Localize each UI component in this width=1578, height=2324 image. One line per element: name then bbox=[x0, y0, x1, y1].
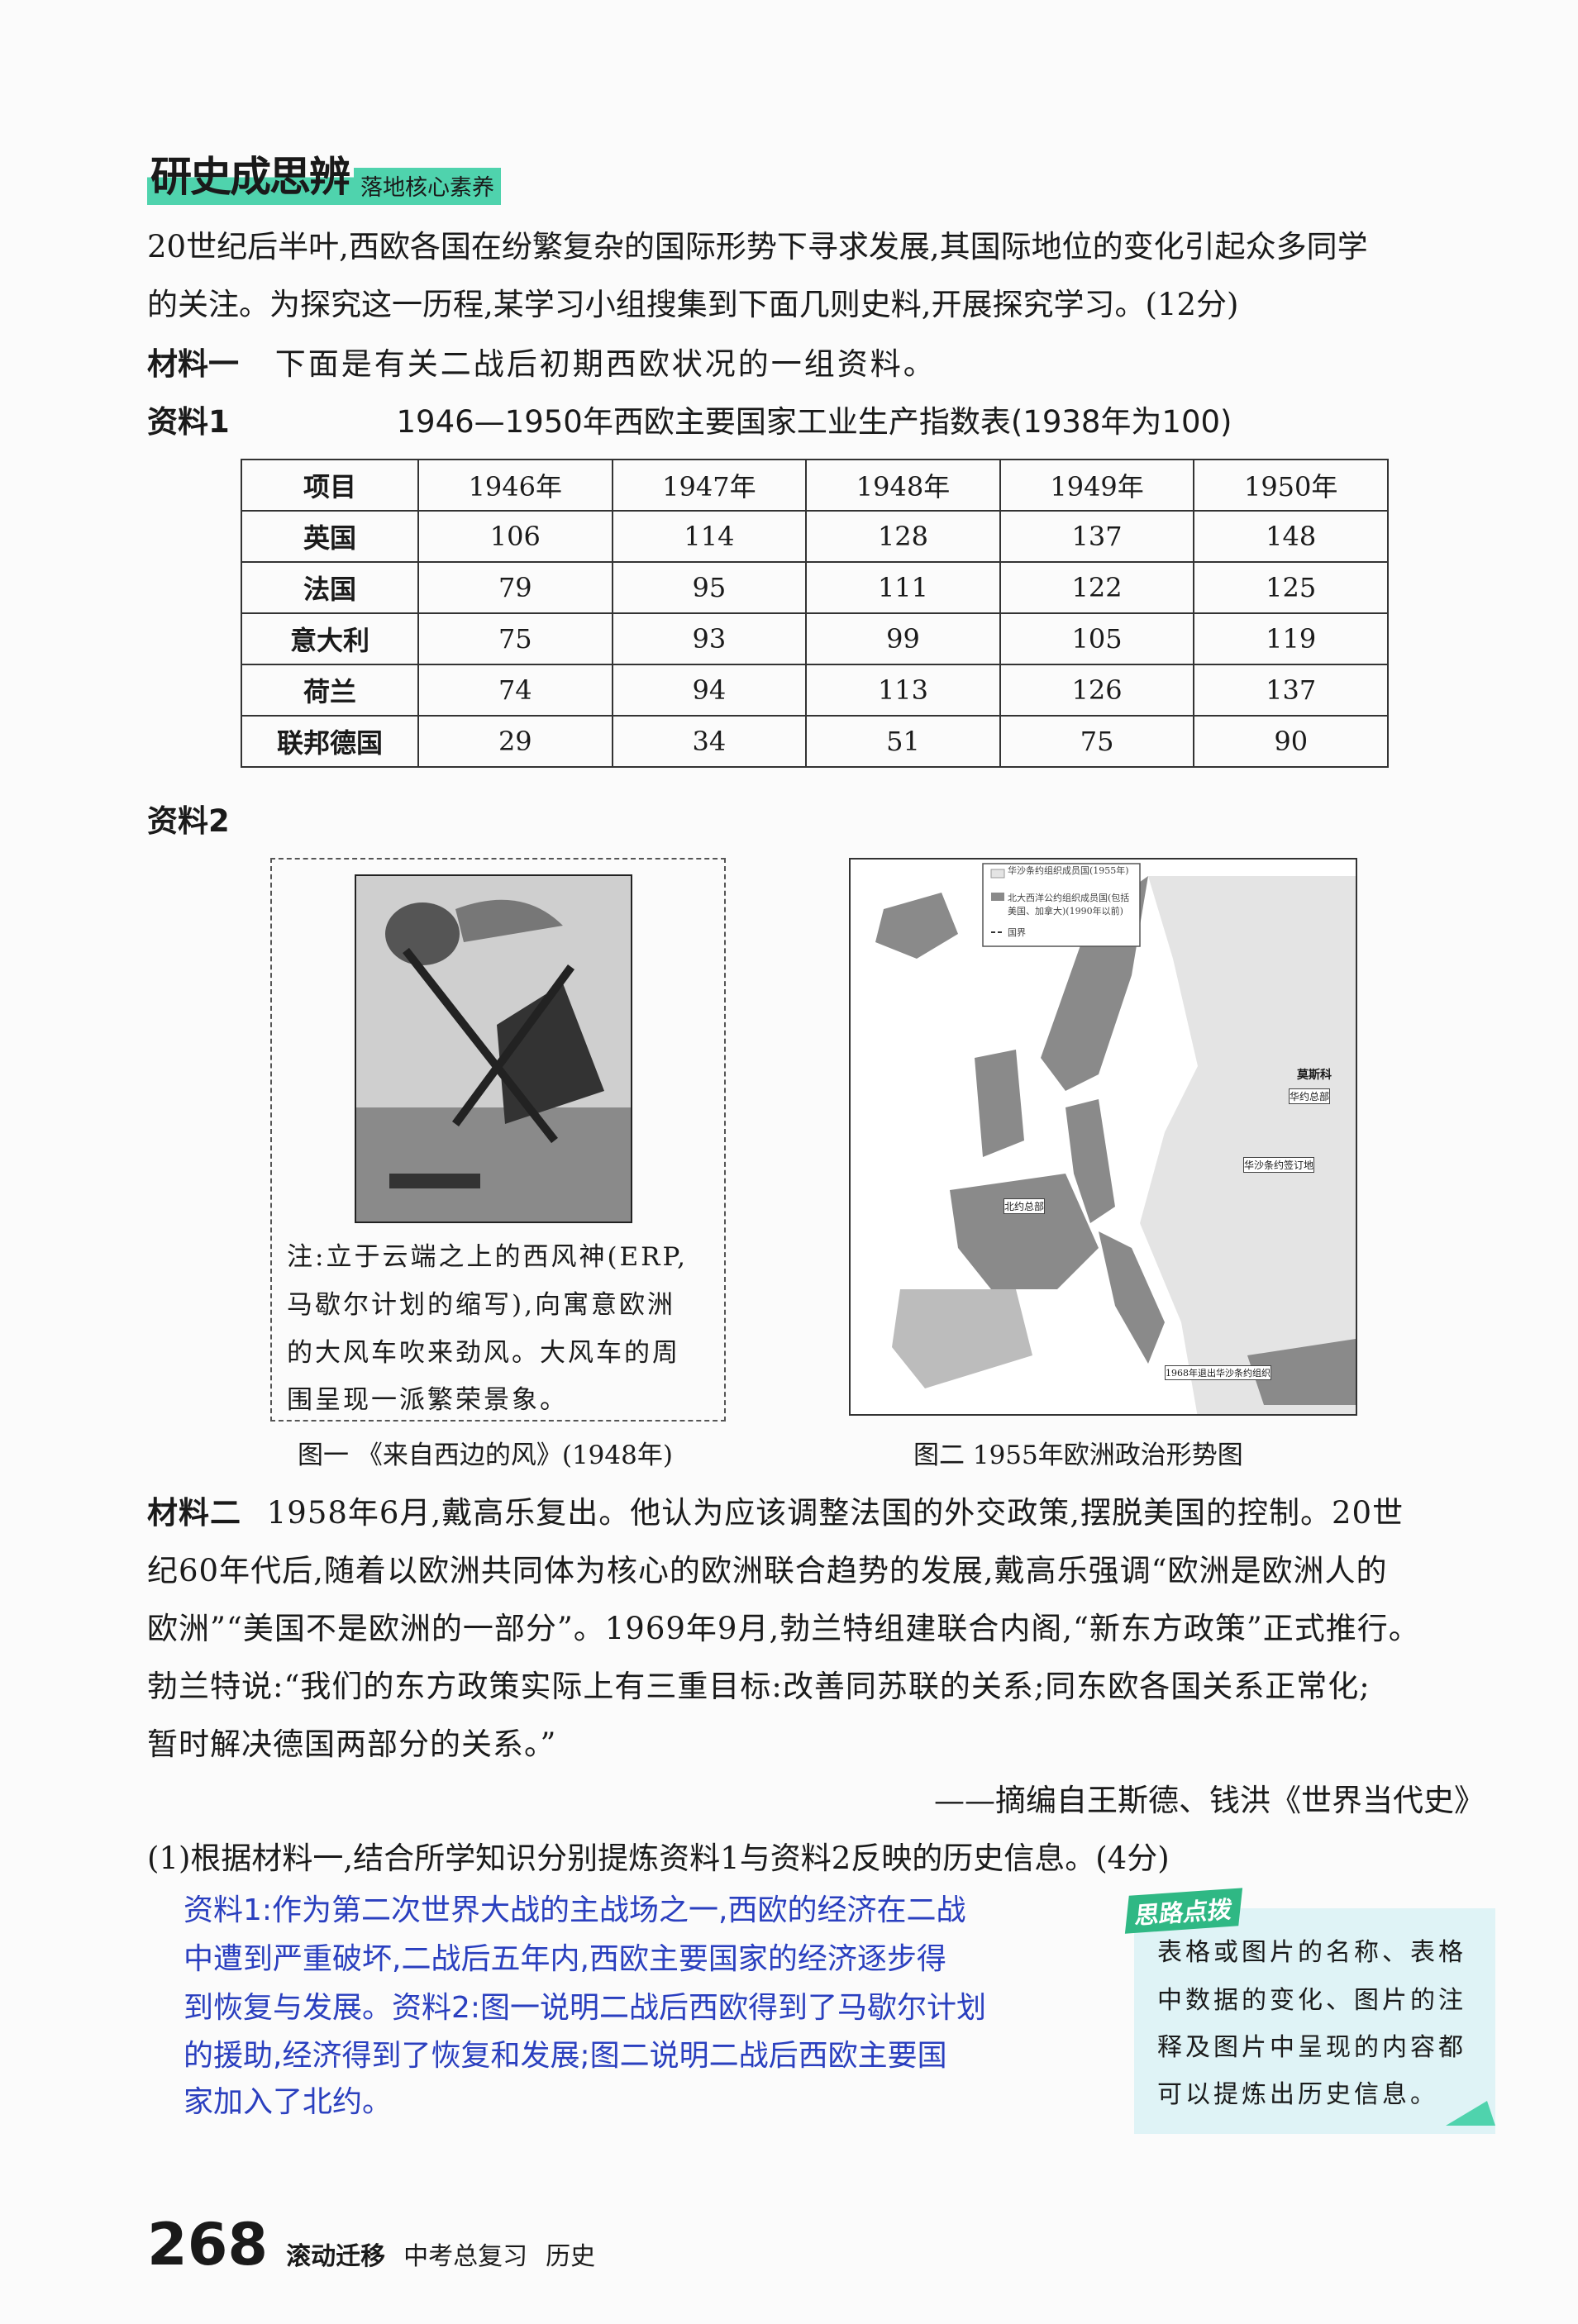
material1-label: 材料一 bbox=[147, 346, 239, 382]
section-subtitle: 落地核心素养 bbox=[354, 168, 501, 205]
cell: 荷兰 bbox=[241, 664, 419, 717]
answer-line: 资料1:作为第二次世界大战的主战场之一,西欧的经济在二战 bbox=[184, 1893, 966, 1927]
cell: 90 bbox=[1193, 715, 1389, 768]
header-cell: 1948年 bbox=[805, 459, 1001, 512]
cell: 75 bbox=[999, 715, 1195, 768]
tip-tag: 思路点拨 bbox=[1124, 1888, 1243, 1934]
footer: 268 滚动迁移 中考总复习 历史 bbox=[147, 2211, 595, 2279]
material2-line: 勃兰特说:“我们的东方政策实际上有三重目标:改善同苏联的关系;同东欧各国关系正常… bbox=[147, 1669, 1371, 1704]
legend-border: 国界 bbox=[1008, 927, 1026, 938]
figure1-note-line: 马歇尔计划的缩写),向寓意欧洲 bbox=[287, 1290, 675, 1320]
table-row: 联邦德国 29 34 51 75 90 bbox=[241, 715, 1389, 768]
material2-line1: 材料二 1958年6月,戴高乐复出。他认为应该调整法国的外交政策,摆脱美国的控制… bbox=[147, 1488, 1404, 1532]
source2-label: 资料2 bbox=[147, 803, 230, 839]
tip-line: 表格或图片的名称、表格 bbox=[1157, 1938, 1466, 1967]
map-label: 华约总部 bbox=[1289, 1088, 1331, 1104]
legend-warsaw: 华沙条约组织成员国(1955年) bbox=[1008, 865, 1129, 876]
figure2-caption: 图二 1955年欧洲政治形势图 bbox=[913, 1441, 1243, 1470]
material1: 材料一 下面是有关二战后初期西欧状况的一组资料。 bbox=[147, 339, 937, 383]
intro-line: 20世纪后半叶,西欧各国在纷繁复杂的国际形势下寻求发展,其国际地位的变化引起众多… bbox=[147, 229, 1368, 264]
tip-box: 思路点拨 表格或图片的名称、表格 中数据的变化、图片的注 释及图片中呈现的内容都… bbox=[1124, 1888, 1495, 2134]
header-cell: 1949年 bbox=[999, 459, 1195, 512]
europe-1955-map: 华沙条约组织成员国(1955年) 北大西洋公约组织成员国(包括美国、加拿大)(1… bbox=[849, 858, 1357, 1416]
windmill-cartoon-image bbox=[355, 874, 632, 1223]
table-header-row: 项目 1946年 1947年 1948年 1949年 1950年 bbox=[241, 459, 1389, 512]
cell: 125 bbox=[1193, 561, 1389, 614]
map-label: 北约总部 bbox=[1004, 1198, 1046, 1214]
cell: 51 bbox=[805, 715, 1001, 768]
map-label: 1968年退出华沙条约组织 bbox=[1165, 1365, 1271, 1380]
cell: 95 bbox=[611, 561, 808, 614]
header-cell: 1946年 bbox=[417, 459, 613, 512]
production-index-table: 项目 1946年 1947年 1948年 1949年 1950年 英国 106 11… bbox=[241, 459, 1389, 768]
material2-line: 暂时解决德国两部分的关系。” bbox=[147, 1726, 557, 1762]
table-row: 法国 79 95 111 122 125 bbox=[241, 561, 1389, 614]
citation: ——摘编自王斯德、钱洪《世界当代史》 bbox=[934, 1783, 1485, 1818]
table-row: 英国 106 114 128 137 148 bbox=[241, 510, 1389, 563]
figure1-note-line: 的大风车吹来劲风。大风车的周 bbox=[287, 1338, 680, 1368]
cell: 75 bbox=[417, 612, 613, 665]
cell: 93 bbox=[611, 612, 808, 665]
section-title: 研史成思辨 bbox=[147, 144, 354, 205]
cell: 126 bbox=[999, 664, 1195, 717]
cell: 联邦德国 bbox=[241, 715, 419, 768]
answer-line: 到恢复与发展。资料2:图一说明二战后西欧得到了马歇尔计划 bbox=[184, 1991, 987, 2025]
cell: 99 bbox=[805, 612, 1001, 665]
cell: 105 bbox=[999, 612, 1195, 665]
figure1-caption: 图一 《来自西边的风》(1948年) bbox=[298, 1441, 673, 1470]
cell: 148 bbox=[1193, 510, 1389, 563]
question-1: (1)根据材料一,结合所学知识分别提炼资料1与资料2反映的历史信息。(4分) bbox=[147, 1841, 1170, 1876]
cell: 114 bbox=[611, 510, 808, 563]
cell: 94 bbox=[611, 664, 808, 717]
cell: 137 bbox=[1193, 664, 1389, 717]
footer-brand: 滚动迁移 bbox=[286, 2242, 386, 2271]
cell: 119 bbox=[1193, 612, 1389, 665]
answer-line: 的援助,经济得到了恢复和发展;图二说明二战后西欧主要国 bbox=[184, 2039, 947, 2073]
header-cell: 1947年 bbox=[611, 459, 808, 512]
cell: 法国 bbox=[241, 561, 419, 614]
tip-corner-decoration bbox=[1446, 2101, 1495, 2126]
cell: 137 bbox=[999, 510, 1195, 563]
material1-text: 下面是有关二战后初期西欧状况的一组资料。 bbox=[274, 346, 937, 382]
cell: 122 bbox=[999, 561, 1195, 614]
tip-line: 中数据的变化、图片的注 bbox=[1157, 1986, 1466, 2015]
answer-line: 家加入了北约。 bbox=[184, 2085, 393, 2119]
table-row: 荷兰 74 94 113 126 137 bbox=[241, 664, 1389, 717]
header-cell: 1950年 bbox=[1193, 459, 1389, 512]
material2-text: 1958年6月,戴高乐复出。他认为应该调整法国的外交政策,摆脱美国的控制。20世 bbox=[266, 1495, 1404, 1531]
tip-line: 释及图片中呈现的内容都 bbox=[1157, 2033, 1466, 2062]
cell: 34 bbox=[611, 715, 808, 768]
table-row: 意大利 75 93 99 105 119 bbox=[241, 612, 1389, 665]
material2-label: 材料二 bbox=[147, 1495, 241, 1531]
footer-subject: 历史 bbox=[546, 2242, 596, 2271]
cell: 113 bbox=[805, 664, 1001, 717]
material2-line: 欧洲”“美国不是欧洲的一部分”。1969年9月,勃兰特组建联合内阁,“新东方政策… bbox=[147, 1611, 1420, 1646]
cell: 106 bbox=[417, 510, 613, 563]
intro-line: 的关注。为探究这一历程,某学习小组搜集到下面几则史料,开展探究学习。(12分) bbox=[147, 287, 1239, 322]
cell: 79 bbox=[417, 561, 613, 614]
map-label: 华沙条约签订地 bbox=[1243, 1157, 1315, 1173]
cell: 意大利 bbox=[241, 612, 419, 665]
answer-line: 中遭到严重破坏,二战后五年内,西欧主要国家的经济逐步得 bbox=[184, 1942, 946, 1976]
source1: 资料1 1946—1950年西欧主要国家工业生产指数表(1938年为100) bbox=[147, 397, 1232, 441]
material2-line: 纪60年代后,随着以欧洲共同体为核心的欧洲联合趋势的发展,戴高乐强调“欧洲是欧洲… bbox=[147, 1553, 1388, 1588]
tip-line: 可以提炼出历史信息。 bbox=[1157, 2080, 1438, 2109]
figure1-note-line: 注:立于云端之上的西风神(ERP, bbox=[287, 1242, 688, 1272]
source1-label: 资料1 bbox=[147, 404, 230, 440]
page-number: 268 bbox=[147, 2211, 269, 2279]
header-cell: 项目 bbox=[241, 459, 419, 512]
legend-nato: 北大西洋公约组织成员国(包括美国、加拿大)(1990年以前) bbox=[1008, 893, 1130, 917]
cell: 111 bbox=[805, 561, 1001, 614]
figure1-box: 注:立于云端之上的西风神(ERP, 马歇尔计划的缩写),向寓意欧洲 的大风车吹来… bbox=[270, 858, 726, 1422]
cell: 29 bbox=[417, 715, 613, 768]
figure1-note-line: 围呈现一派繁荣景象。 bbox=[287, 1385, 568, 1415]
section-header: 研史成思辨 落地核心素养 bbox=[147, 144, 501, 205]
cell: 英国 bbox=[241, 510, 419, 563]
table-title: 1946—1950年西欧主要国家工业生产指数表(1938年为100) bbox=[396, 404, 1232, 440]
map-label: 莫斯科 bbox=[1297, 1069, 1332, 1082]
cell: 128 bbox=[805, 510, 1001, 563]
cell: 74 bbox=[417, 664, 613, 717]
footer-book: 中考总复习 bbox=[403, 2242, 528, 2271]
